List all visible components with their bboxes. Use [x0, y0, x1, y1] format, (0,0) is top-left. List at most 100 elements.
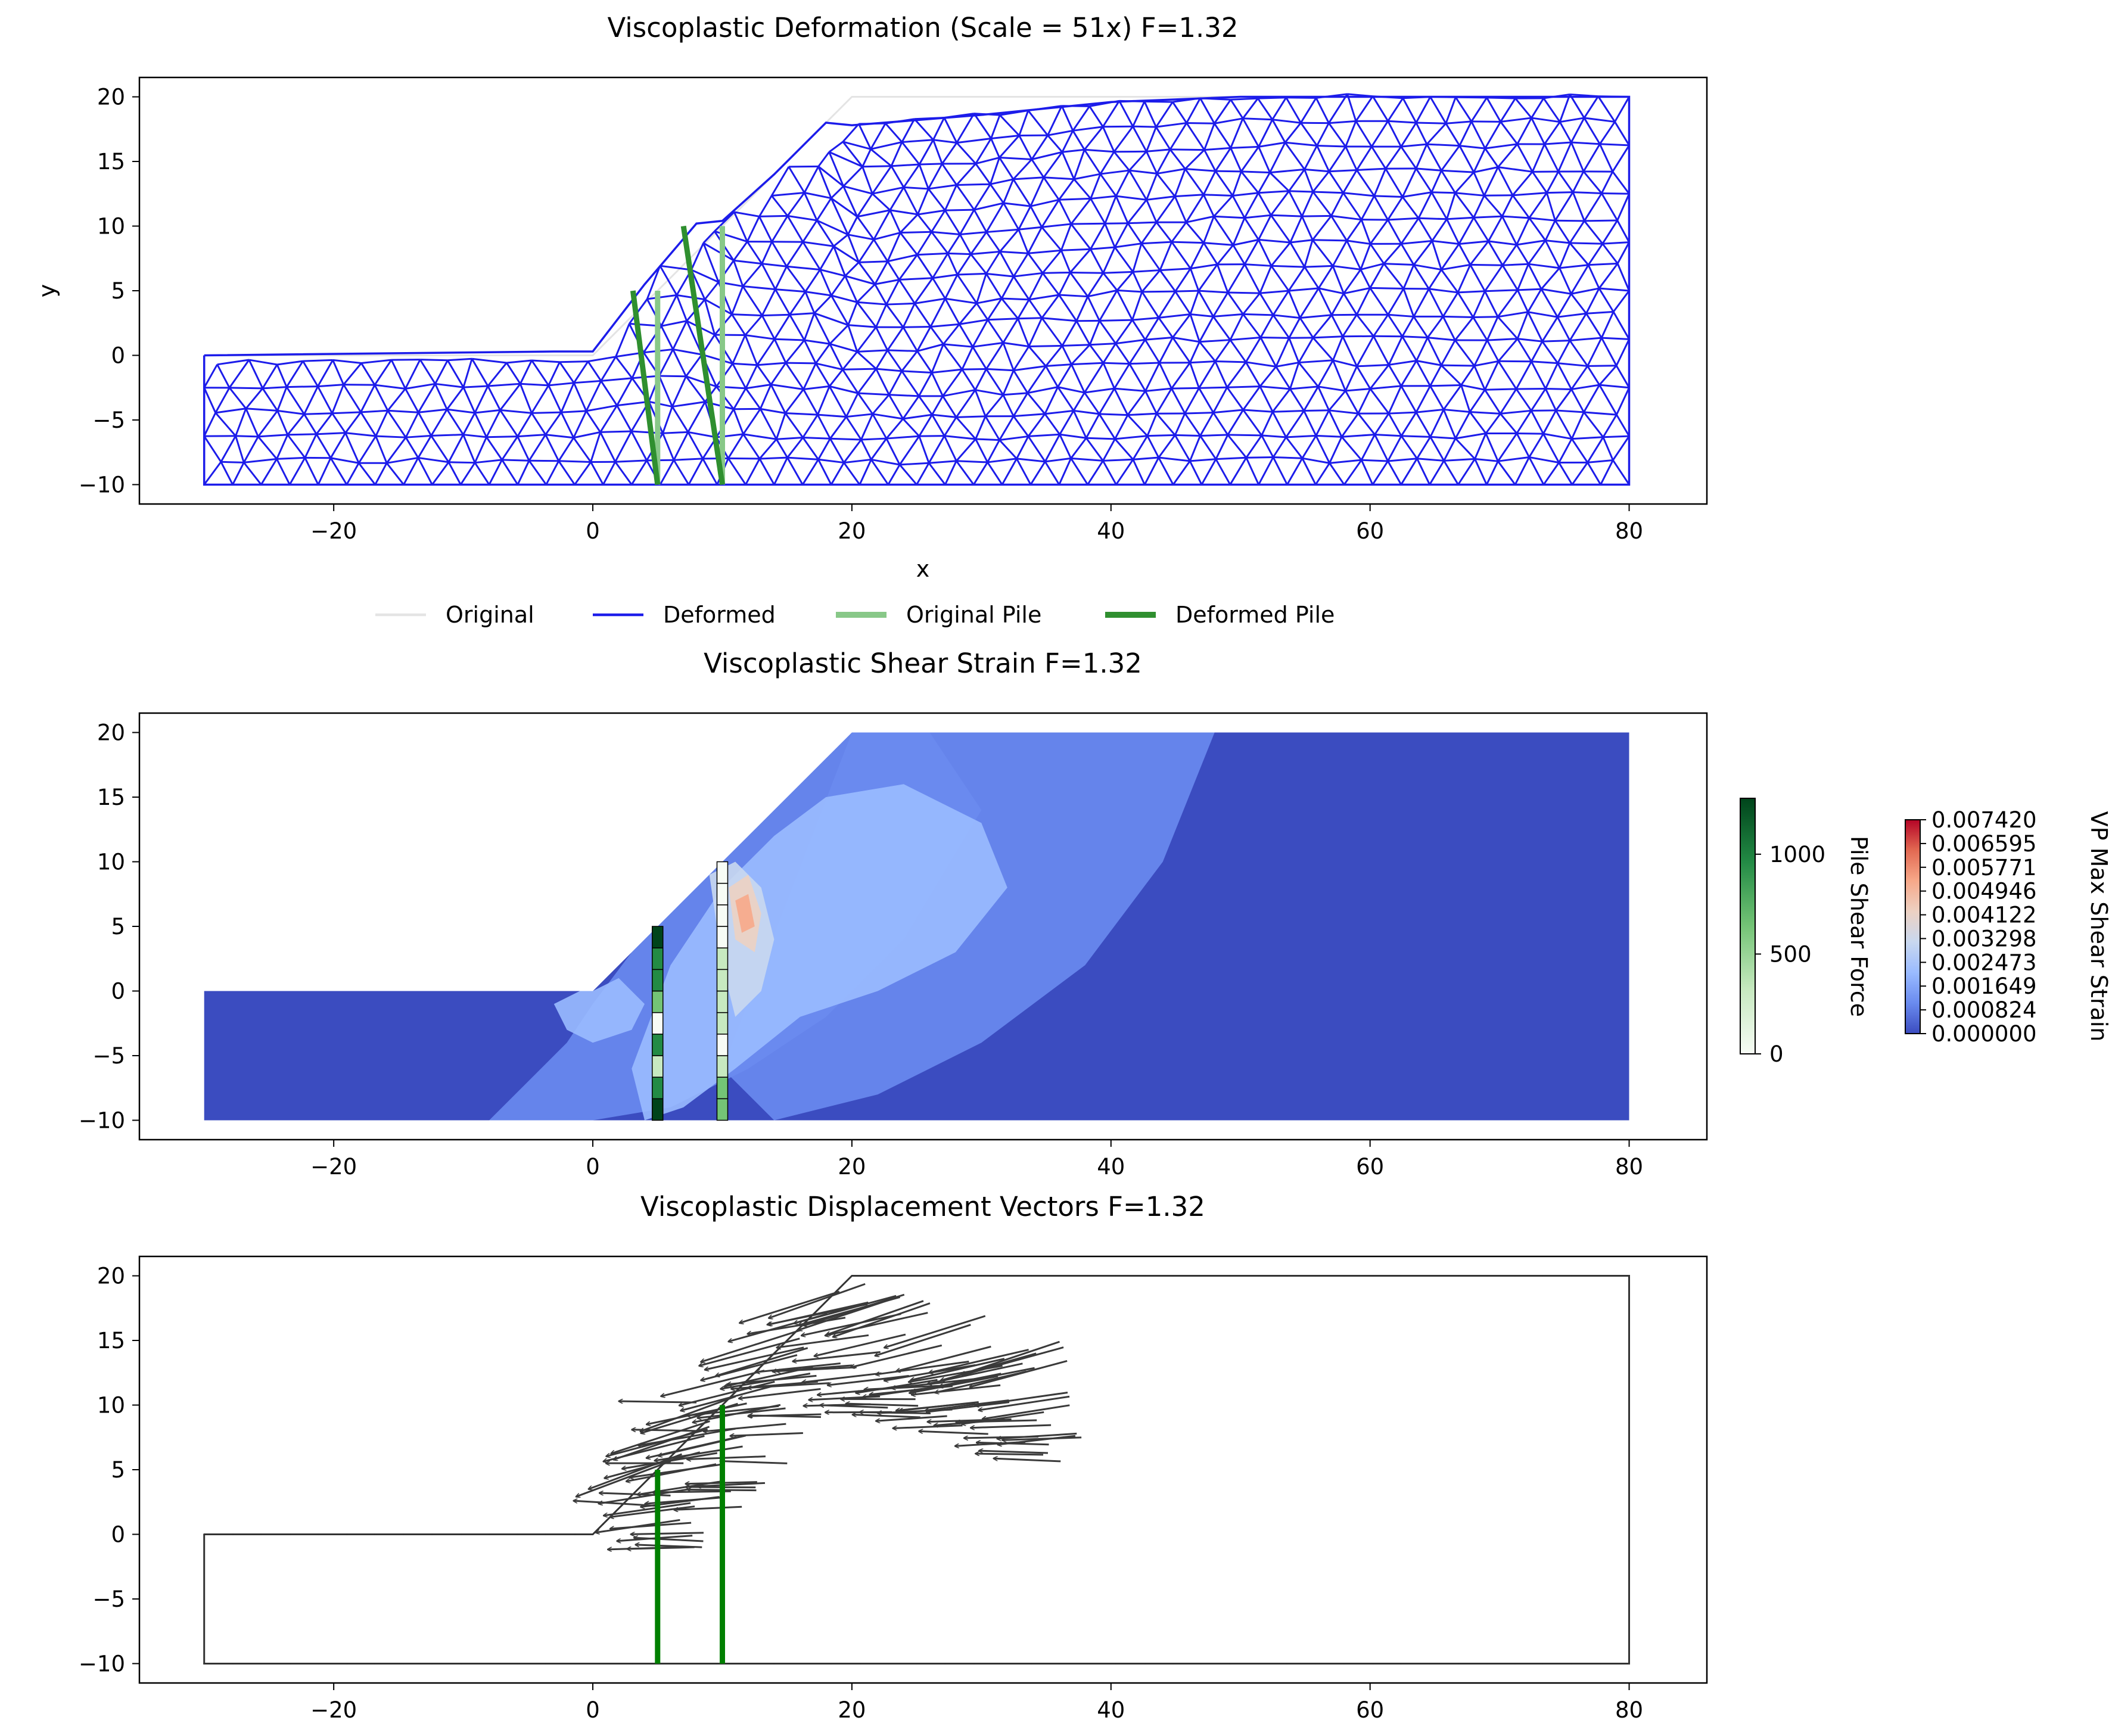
mesh-edge — [548, 362, 561, 386]
displacement-arrow — [767, 1303, 868, 1324]
mesh-edge — [1071, 363, 1085, 393]
mesh-edge — [462, 434, 476, 463]
boundary-node — [203, 1533, 206, 1535]
mesh-edge — [1516, 239, 1546, 246]
mesh-edge — [1586, 310, 1614, 315]
mesh-edge — [1418, 217, 1447, 220]
mesh-edge — [1203, 149, 1217, 172]
mesh-edge — [228, 359, 250, 388]
pile-colorbar-tick-label: 1000 — [1769, 842, 1825, 867]
mesh-edge — [1289, 190, 1313, 193]
mesh-edge — [1602, 241, 1629, 245]
mesh-edge — [1528, 433, 1544, 458]
boundary-node — [374, 1533, 377, 1535]
mesh-edge — [661, 320, 688, 327]
mesh-edge — [1531, 117, 1560, 123]
mesh-edge — [918, 414, 933, 437]
mesh-edge — [873, 210, 891, 240]
mesh-edge — [1447, 216, 1474, 220]
mesh-edge — [1013, 365, 1046, 372]
mesh-edge — [449, 461, 475, 464]
mesh-edge — [814, 312, 849, 326]
mesh-edge — [1044, 387, 1059, 415]
mesh-edge — [843, 462, 861, 486]
mesh-edge — [1114, 414, 1129, 440]
mesh-edge — [1388, 413, 1402, 437]
mesh-edge — [931, 368, 962, 374]
mesh-edge — [901, 370, 920, 397]
mesh-edge — [1131, 319, 1146, 341]
mesh-edge — [1232, 192, 1259, 197]
mesh-edge — [1155, 222, 1172, 243]
mesh-edge — [1184, 168, 1205, 195]
mesh-edge — [989, 157, 1000, 185]
boundary-node — [517, 1533, 519, 1535]
mesh-edge — [1501, 216, 1518, 245]
mesh-edge — [1070, 271, 1103, 274]
boundary-node — [1542, 1662, 1545, 1665]
mesh-edge — [1445, 120, 1472, 125]
mesh-edge — [943, 343, 973, 348]
mesh-edge — [845, 275, 876, 285]
mesh-edge — [1000, 276, 1015, 299]
mesh-edge — [690, 269, 706, 300]
mesh-edge — [745, 388, 761, 410]
mesh-edge — [931, 231, 960, 236]
mesh-edge — [276, 410, 289, 435]
mesh-edge — [1530, 388, 1547, 412]
mesh-edge — [615, 459, 647, 463]
mesh-edge — [1304, 145, 1318, 170]
mesh-edge — [1058, 178, 1075, 201]
mesh-edge — [1174, 196, 1187, 223]
mesh-edge — [1572, 171, 1585, 193]
mesh-edge — [870, 459, 889, 486]
mesh-edge — [733, 241, 748, 262]
mesh-edge — [1100, 169, 1130, 175]
mesh-edge — [1013, 346, 1030, 371]
mesh-edge — [1073, 149, 1085, 180]
mesh-edge — [344, 411, 362, 434]
mesh-edge — [1332, 240, 1348, 267]
mesh-edge — [815, 362, 843, 371]
mesh-edge — [1246, 456, 1274, 459]
boundary-node — [1229, 1275, 1231, 1277]
displacement-arrow — [756, 1362, 841, 1373]
boundary-node — [602, 1523, 604, 1525]
mesh-edge — [673, 459, 690, 486]
mesh-edge — [1497, 338, 1519, 362]
mesh-edge — [870, 438, 888, 461]
mesh-edge — [690, 269, 719, 283]
mesh-edge — [975, 416, 987, 440]
mesh-edge — [573, 382, 587, 412]
mesh-edge — [501, 459, 519, 486]
mesh-edge — [1401, 239, 1432, 245]
mesh-edge — [685, 354, 703, 377]
mesh-edge — [1174, 434, 1191, 462]
mesh-edge — [203, 461, 222, 486]
mesh-edge — [1457, 264, 1472, 293]
mesh-edge — [1387, 219, 1402, 244]
mesh-edge — [1156, 149, 1171, 175]
mesh-edge — [1099, 173, 1117, 197]
mesh-edge — [770, 384, 804, 390]
mesh-edge — [1155, 195, 1176, 223]
mesh-edge — [235, 408, 247, 437]
mesh-edge — [520, 382, 549, 387]
mesh-edge — [434, 383, 448, 410]
mesh-edge — [1426, 123, 1447, 145]
mesh-edge — [672, 401, 705, 408]
pile-segment — [652, 990, 664, 1013]
strain-colorbar-tick-label: 0.007420 — [1931, 807, 2037, 833]
mesh-edge — [474, 412, 487, 438]
boundary-node — [1429, 1662, 1431, 1665]
mesh-edge — [1444, 458, 1475, 462]
mesh-edge — [1244, 214, 1271, 219]
mesh-edge — [803, 166, 820, 194]
mesh-edge — [332, 359, 362, 365]
mesh-edge — [1373, 195, 1389, 220]
mesh-edge — [1115, 338, 1146, 345]
mesh-edge — [329, 457, 348, 486]
mesh-edge — [1500, 413, 1518, 434]
